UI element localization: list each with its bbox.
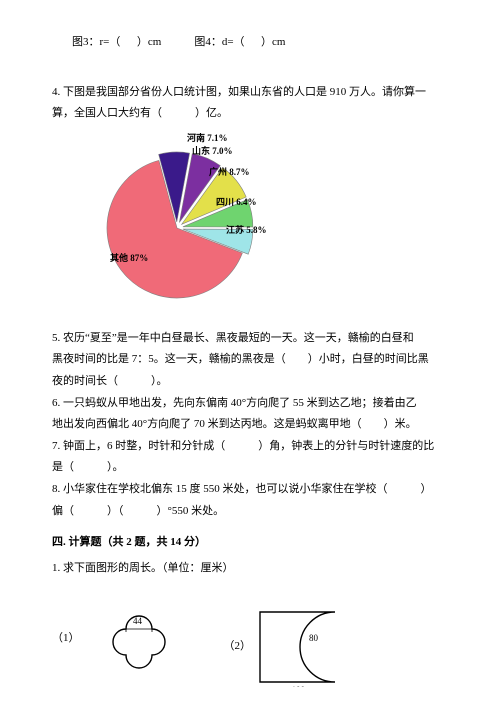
pie-slice-label: 河南 7.1% [187,133,228,143]
shape1-num: 44 [133,616,143,626]
calc-q1: 1. 求下面图形的周长。（单位：厘米） [52,560,448,578]
q7-b: 是（ ）。 [52,459,448,477]
shape-1-cell: （1） 44 [52,587,194,687]
shape-2-label: （2） [224,637,252,653]
q6-b: 地出发向西偏北 40°方向爬了 70 米到达丙地。这是蚂蚁离甲地（ ）米。 [52,416,448,434]
q8-b: 偏（ ）（ ）°550 米处。 [52,503,448,521]
perimeter-shapes: （1） 44 （2） 80 100 [52,587,448,687]
q8-a: 8. 小华家住在学校北偏东 15 度 550 米处，也可以说小华家住在学校（ ） [52,481,448,499]
q4-line-b: 算，全国人口大约有（ ）亿。 [52,105,448,123]
q5-b: 黑夜时间的比是 7：5。这一天，赣榆的黑夜是（ ）小时，白昼的时间比黑 [52,351,448,369]
q6-a: 6. 一只蚂蚁从甲地出发，先向东偏南 40°方向爬了 55 米到达乙地；接着由乙 [52,395,448,413]
q7-a: 7. 钟面上，6 时整，时针和分针成（ ）角，钟表上的分针与时针速度的比 [52,438,448,456]
q4-line-a: 4. 下图是我国部分省份人口统计图，如果山东省的人口是 910 万人。请你算一 [52,84,448,102]
pie-slice-label: 其他 87% [110,252,148,263]
population-pie-chart: 河南 7.1% 山东 7.0% 广州 8.7% 四川 6.4% 江苏 5.8% 其他 87… [92,133,448,316]
pie-slice-label: 广州 8.7% [209,166,250,177]
pie-slice-label: 山东 7.0% [192,145,233,156]
fig3-close: ）cm [137,36,161,48]
fig4-close: ）cm [261,36,285,48]
pie-slice-label: 四川 6.4% [216,197,257,207]
pie-slice-label: 江苏 5.8% [226,224,267,235]
section-4-title: 四. 计算题（共 2 题，共 14 分） [52,534,448,552]
q5-c: 夜的时间长（ ）。 [52,373,448,391]
shape-2-cell: （2） 80 100 [224,602,356,687]
shape2-top-num: 80 [309,633,319,643]
q5-a: 5. 农历“夏至”是一年中白昼最长、黑夜最短的一天。这一天，赣榆的白昼和 [52,330,448,348]
fig4-label: 图4：d=（ [194,36,244,48]
shape2-bottom-num: 100 [292,685,306,687]
shape-1-label: （1） [52,629,80,645]
figure-3-4-line: 图3：r=（ ）cm 图4：d=（ ）cm [52,34,448,52]
fig3-label: 图3：r=（ [72,36,120,48]
rect-bite-outline [260,612,335,682]
